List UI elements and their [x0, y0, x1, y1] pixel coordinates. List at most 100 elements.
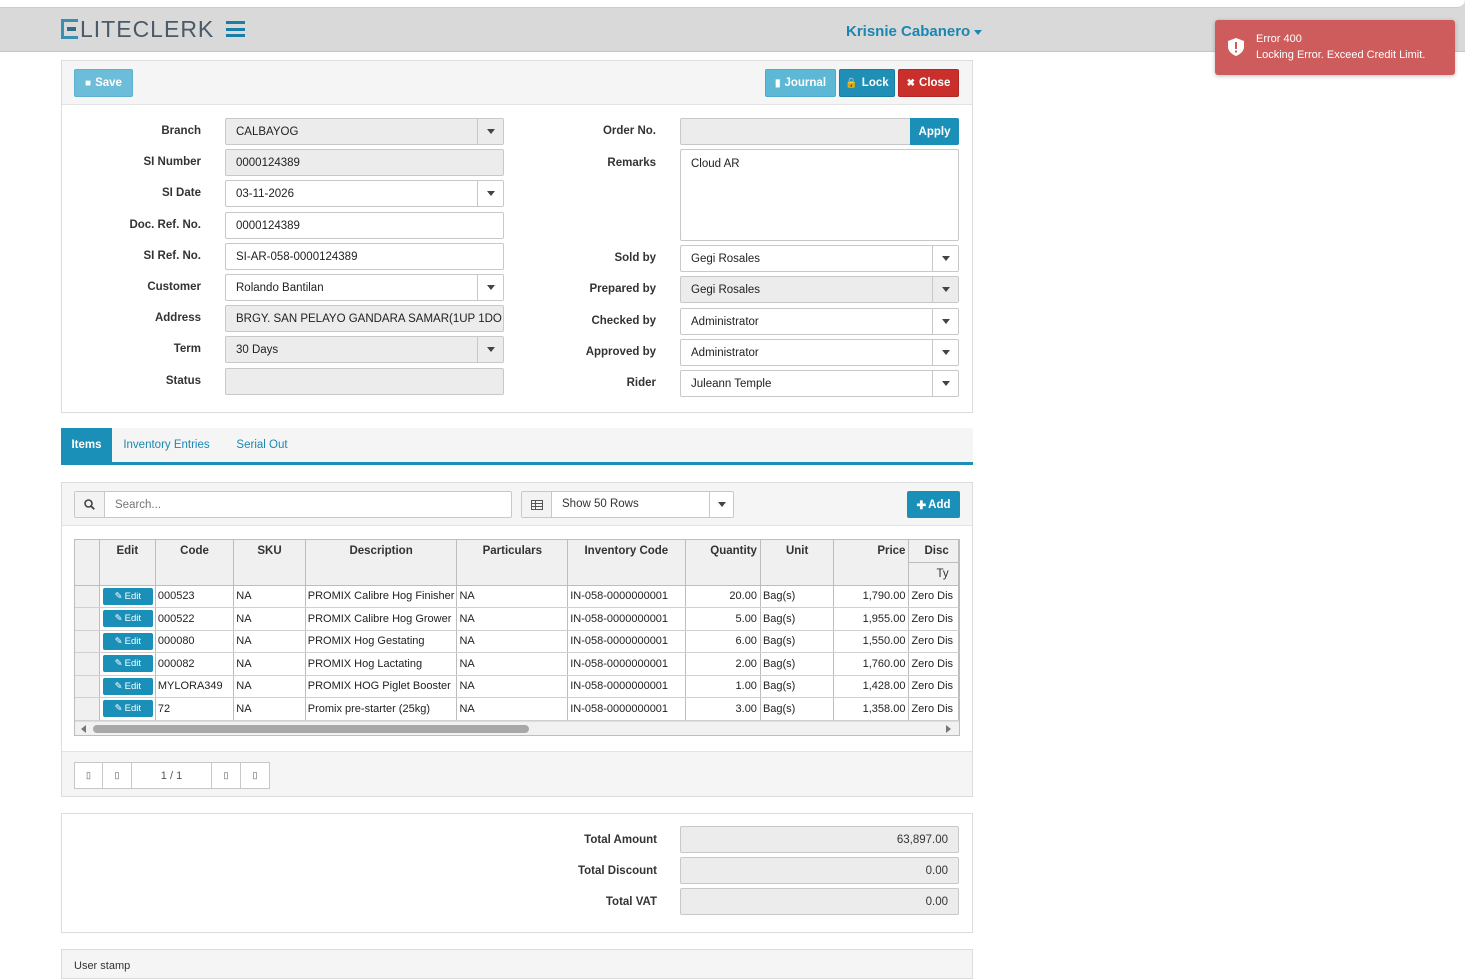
edit-row-button[interactable]: ✎ Edit [102, 700, 153, 718]
page-number-input[interactable]: 1 / 1 [131, 762, 212, 789]
col-header-sku[interactable]: SKU [233, 540, 306, 586]
tab-items[interactable]: Items [61, 428, 112, 462]
table-row[interactable]: ✎ Edit 000522 NA PROMIX Calibre Hog Grower NA… [75, 607, 959, 631]
app-logo[interactable]: LITECLERK [61, 16, 214, 42]
edit-cell: ✎ Edit [99, 675, 156, 698]
chevron-down-icon[interactable] [932, 309, 958, 334]
branch-value: CALBAYOG [236, 125, 299, 138]
unit-cell: Bag(s) [760, 607, 835, 631]
remarks-label: Remarks [607, 157, 656, 169]
code-cell: MYLORA349 [155, 675, 235, 698]
first-page-button[interactable]: ▯ [74, 762, 103, 789]
horizontal-scrollbar[interactable] [75, 721, 959, 735]
journal-button[interactable]: ▮ Journal [765, 69, 836, 97]
edit-row-button[interactable]: ✎ Edit [102, 677, 153, 695]
search-input[interactable] [106, 492, 511, 517]
save-button[interactable]: ■ Save [74, 69, 133, 97]
total-discount-value: 0.00 [680, 857, 959, 884]
remarks-textarea[interactable]: Cloud AR [680, 149, 959, 241]
rider-select[interactable]: Juleann Temple [680, 370, 959, 397]
edit-row-button[interactable]: ✎ Edit [102, 587, 153, 605]
search-icon[interactable] [75, 492, 105, 517]
si-date-picker[interactable]: 03-11-2026 [225, 180, 504, 207]
table-row[interactable]: ✎ Edit MYLORA349 NA PROMIX HOG Piglet Booste… [75, 675, 959, 698]
sold-by-select[interactable]: Gegi Rosales [680, 245, 959, 272]
lock-button[interactable]: 🔒 Lock [839, 69, 895, 97]
si-ref-label: SI Ref. No. [143, 250, 201, 262]
row-header-cell [75, 675, 100, 698]
edit-cell: ✎ Edit [99, 607, 156, 631]
customer-select[interactable]: Rolando Bantilan [225, 274, 504, 301]
approved-by-select[interactable]: Administrator [680, 339, 959, 366]
chevron-down-icon[interactable] [932, 277, 958, 302]
chevron-down-icon[interactable] [477, 181, 503, 206]
tab-serial-out[interactable]: Serial Out [236, 439, 288, 451]
error-toast[interactable]: Error 400 Locking Error. Exceed Credit L… [1215, 20, 1455, 75]
sku-cell: NA [233, 652, 306, 676]
table-row[interactable]: ✎ Edit 000082 NA PROMIX Hog Lactating NA IN-05… [75, 652, 959, 676]
apply-button[interactable]: Apply [910, 118, 959, 145]
chevron-down-icon[interactable] [477, 337, 503, 362]
quantity-cell: 20.00 [685, 585, 761, 608]
caret-down-icon [974, 29, 983, 35]
lock-label: Lock [861, 77, 889, 89]
remarks-value: Cloud AR [691, 158, 740, 170]
col-header-unit[interactable]: Unit [760, 540, 835, 586]
prev-page-button[interactable]: ▯ [102, 762, 132, 789]
row-header-cell [75, 585, 100, 608]
description-cell: PROMIX Calibre Hog Grower [305, 607, 458, 631]
code-cell: 000522 [155, 607, 235, 631]
col-header-discount[interactable]: Disc Ty [908, 540, 959, 586]
last-page-icon: ▯ [252, 770, 258, 780]
menu-toggle-icon[interactable] [226, 21, 245, 37]
chevron-down-icon[interactable] [709, 492, 733, 517]
table-row[interactable]: ✎ Edit 000080 NA PROMIX Hog Gestating NA IN-05… [75, 630, 959, 653]
user-menu[interactable]: Krisnie Cabanero [846, 23, 983, 40]
edit-icon: ✎ [114, 590, 123, 602]
checked-by-label: Checked by [591, 315, 656, 327]
discount-cell: Zero Dis [908, 585, 959, 608]
scrollbar-thumb[interactable] [93, 725, 529, 733]
order-no-input[interactable] [680, 118, 911, 145]
rows-per-page-value: Show 50 Rows [562, 498, 639, 510]
si-ref-input[interactable]: SI-AR-058-0000124389 [225, 243, 504, 270]
scroll-right-icon[interactable] [946, 725, 951, 733]
edit-label: Edit [124, 658, 142, 670]
row-header-cell [75, 652, 100, 676]
edit-row-button[interactable]: ✎ Edit [102, 610, 153, 628]
rows-per-page-select[interactable]: Show 50 Rows [521, 491, 734, 518]
col-header-price[interactable]: Price [833, 540, 910, 586]
col-header-code[interactable]: Code [155, 540, 235, 586]
checked-by-select[interactable]: Administrator [680, 308, 959, 335]
branch-select[interactable]: CALBAYOG [225, 118, 504, 145]
table-row[interactable]: ✎ Edit 000523 NA PROMIX Calibre Hog Finisher… [75, 585, 959, 608]
term-select[interactable]: 30 Days [225, 336, 504, 363]
shield-alert-icon [1228, 38, 1244, 56]
chevron-down-icon[interactable] [477, 275, 503, 300]
user-name: Krisnie Cabanero [846, 23, 971, 40]
close-button[interactable]: ✖ Close [898, 69, 959, 97]
customer-label: Customer [147, 281, 201, 293]
add-item-button[interactable]: ✚ Add [907, 491, 960, 518]
col-header-particulars[interactable]: Particulars [456, 540, 569, 586]
scroll-left-icon[interactable] [81, 725, 86, 733]
edit-label: Edit [124, 590, 142, 602]
next-page-button[interactable]: ▯ [211, 762, 241, 789]
prepared-by-select[interactable]: Gegi Rosales [680, 276, 959, 303]
tab-inventory-entries[interactable]: Inventory Entries [123, 439, 210, 451]
col-header-inventory-code[interactable]: Inventory Code [567, 540, 686, 586]
col-header-description[interactable]: Description [305, 540, 458, 586]
edit-row-button[interactable]: ✎ Edit [102, 655, 153, 673]
edit-row-button[interactable]: ✎ Edit [102, 632, 153, 650]
table-row[interactable]: ✎ Edit 72 NA Promix pre-starter (25kg) NA IN-0… [75, 697, 959, 721]
col-header-quantity[interactable]: Quantity [685, 540, 761, 586]
customer-value: Rolando Bantilan [236, 281, 324, 294]
chevron-down-icon[interactable] [932, 371, 958, 396]
last-page-button[interactable]: ▯ [240, 762, 270, 789]
chevron-down-icon[interactable] [932, 246, 958, 271]
doc-ref-input[interactable]: 0000124389 [225, 212, 504, 239]
chevron-down-icon[interactable] [477, 119, 503, 144]
col-header-edit[interactable]: Edit [99, 540, 156, 586]
chevron-down-icon[interactable] [932, 340, 958, 365]
sold-by-value: Gegi Rosales [691, 252, 761, 265]
